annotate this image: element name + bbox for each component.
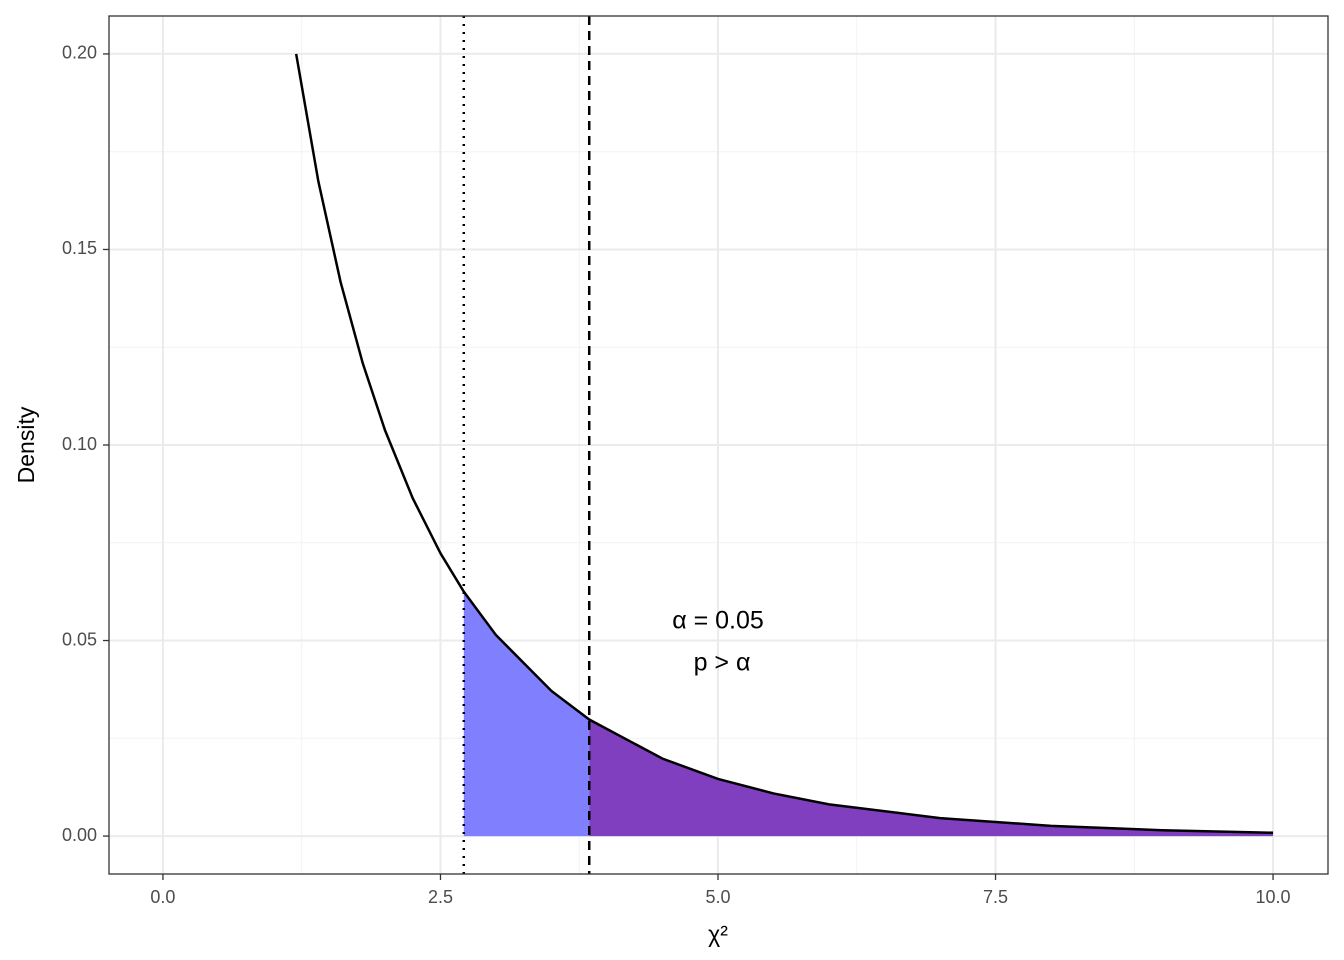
y-axis-title: Density	[13, 406, 39, 483]
y-tick-label: 0.10	[62, 434, 97, 454]
y-tick-label: 0.15	[62, 238, 97, 258]
x-axis-title: χ²	[708, 921, 728, 947]
shaded-area	[589, 719, 1274, 837]
annotation: p > α	[694, 649, 751, 677]
y-tick-label: 0.00	[62, 825, 97, 845]
y-tick-label: 0.20	[62, 43, 97, 63]
x-tick-label: 5.0	[705, 887, 730, 907]
shaded-area	[463, 591, 590, 837]
annotation: α = 0.05	[672, 607, 764, 635]
y-tick-label: 0.05	[62, 629, 97, 649]
x-tick-label: 10.0	[1256, 887, 1291, 907]
density-curve	[294, 53, 1274, 834]
x-tick-label: 7.5	[983, 887, 1008, 907]
x-tick-label: 0.0	[150, 887, 175, 907]
x-tick-label: 2.5	[428, 887, 453, 907]
